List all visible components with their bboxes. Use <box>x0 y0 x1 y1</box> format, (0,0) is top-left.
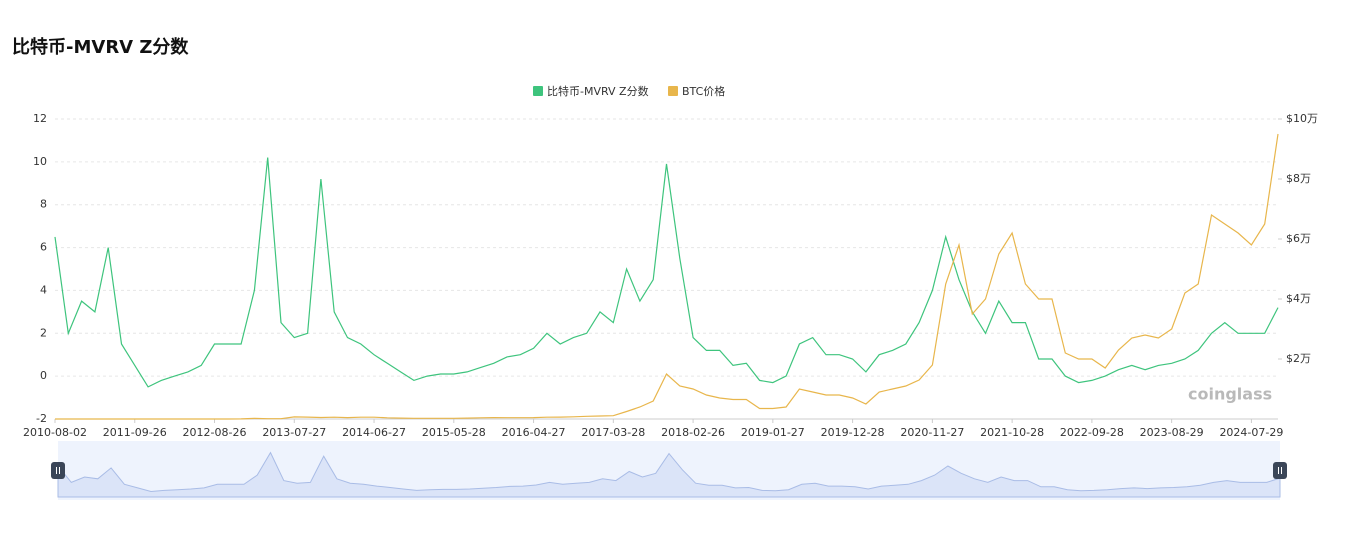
y-tick-label: 0 <box>40 369 47 382</box>
chart-title: 比特币-MVRV Z分数 <box>12 36 189 58</box>
y-tick-label: 4 <box>40 283 47 296</box>
y-tick-label: -2 <box>36 412 47 425</box>
y2-tick-label: $6万 <box>1286 232 1311 245</box>
y-tick-label: 10 <box>33 155 47 168</box>
x-tick-label: 2019-12-28 <box>821 426 885 439</box>
legend-swatch[interactable] <box>668 86 678 96</box>
x-tick-label: 2019-01-27 <box>741 426 805 439</box>
zoom-preview <box>57 451 1281 498</box>
x-tick-label: 2017-03-28 <box>581 426 645 439</box>
x-tick-label: 2018-02-26 <box>661 426 725 439</box>
y2-tick-label: $4万 <box>1286 292 1311 305</box>
watermark: coinglass <box>1188 385 1272 404</box>
y-tick-label: 8 <box>40 198 47 211</box>
x-tick-label: 2013-07-27 <box>262 426 326 439</box>
zoom-handle[interactable] <box>1273 462 1287 479</box>
zoom-handle[interactable] <box>51 462 65 479</box>
y2-tick-label: $8万 <box>1286 172 1311 185</box>
y-tick-label: 6 <box>40 241 47 254</box>
x-tick-label: 2012-08-26 <box>183 426 247 439</box>
x-tick-label: 2016-04-27 <box>502 426 566 439</box>
series-line <box>54 157 1279 388</box>
legend-label[interactable]: BTC价格 <box>682 84 725 98</box>
x-tick-label: 2011-09-26 <box>103 426 167 439</box>
x-tick-label: 2014-06-27 <box>342 426 406 439</box>
series-line <box>55 133 1279 420</box>
y-tick-label: 12 <box>33 112 47 125</box>
legend-label[interactable]: 比特币-MVRV Z分数 <box>547 84 649 98</box>
y-tick-label: 2 <box>40 326 47 339</box>
x-tick-label: 2015-05-28 <box>422 426 486 439</box>
x-tick-label: 2010-08-02 <box>23 426 87 439</box>
y2-tick-label: $10万 <box>1286 112 1318 125</box>
x-tick-label: 2021-10-28 <box>980 426 1044 439</box>
x-tick-label: 2020-11-27 <box>900 426 964 439</box>
y2-tick-label: $2万 <box>1286 352 1311 365</box>
x-tick-label: 2023-08-29 <box>1140 426 1204 439</box>
legend-swatch[interactable] <box>533 86 543 96</box>
x-tick-label: 2022-09-28 <box>1060 426 1124 439</box>
x-tick-label: 2024-07-29 <box>1219 426 1283 439</box>
